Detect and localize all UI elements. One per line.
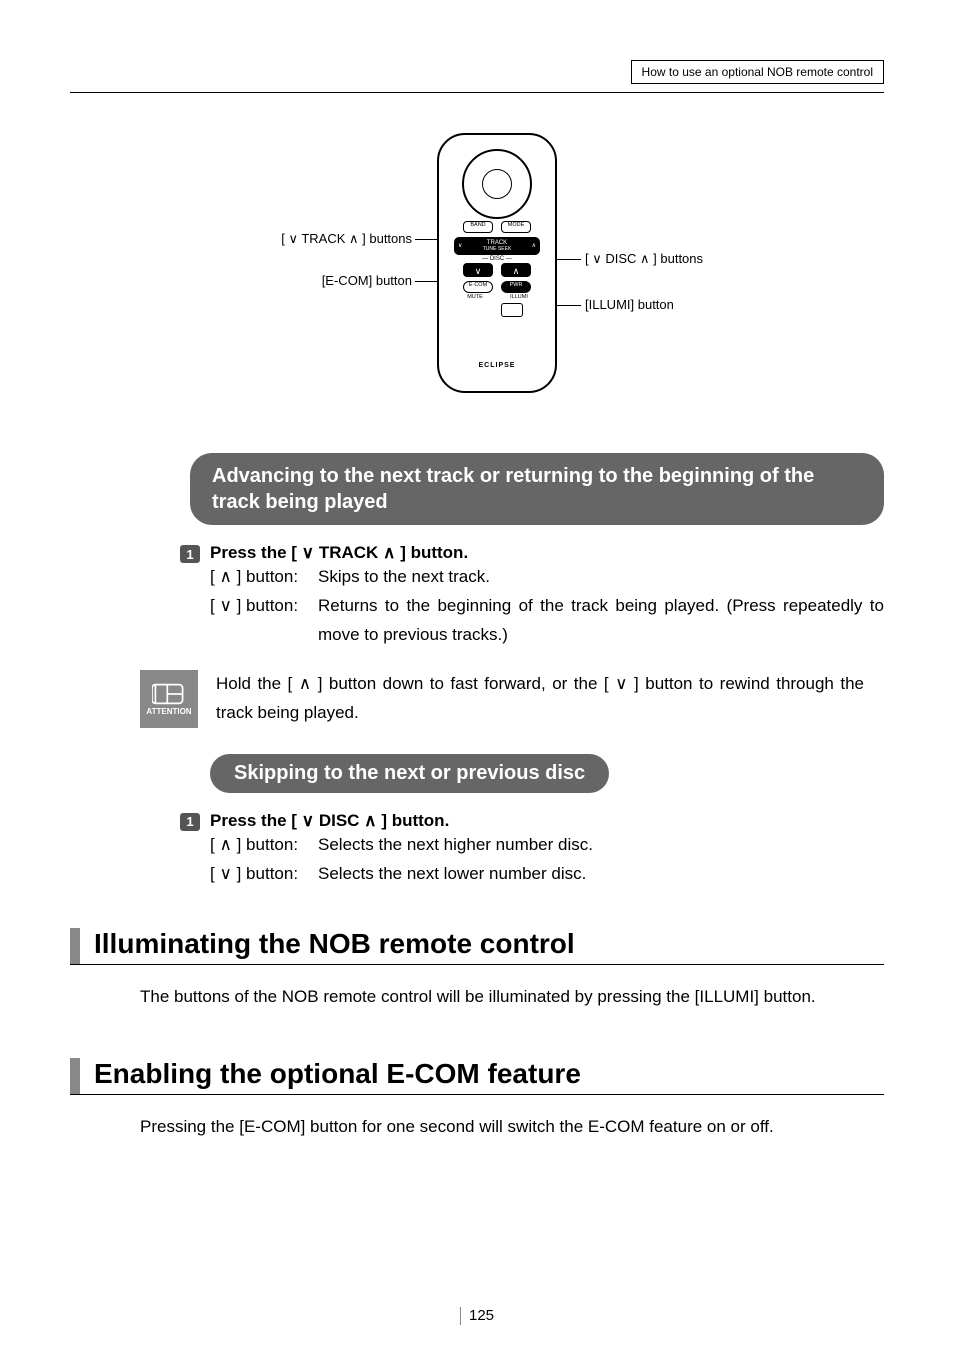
h1b-title: Enabling the optional E-COM feature — [94, 1058, 884, 1094]
attention-text: Hold the [ ∧ ] button down to fast forwa… — [216, 670, 884, 728]
section2-down-text: Selects the next lower number disc. — [318, 860, 884, 889]
section1-up-text: Skips to the next track. — [318, 563, 884, 592]
label-disc-buttons: [ ∨ DISC ∧ ] buttons — [585, 251, 703, 267]
remote-diagram: [ ∨ TRACK ∧ ] buttons [E-COM] button [ ∨… — [177, 133, 777, 413]
h1-illuminating: Illuminating the NOB remote control — [70, 928, 884, 965]
remote-disc-label: — DISC — — [454, 256, 540, 262]
section1-heading: Advancing to the next track or returning… — [190, 453, 884, 525]
section1-step-title: Press the [ ∨ TRACK ∧ ] button. — [210, 543, 468, 563]
section2-step: 1 Press the [ ∨ DISC ∧ ] button. [ ∧ ] b… — [180, 811, 884, 889]
remote-illumi-btn — [501, 303, 523, 317]
section1-down-key: [ ∨ ] button: — [210, 592, 318, 650]
h1-ecom: Enabling the optional E-COM feature — [70, 1058, 884, 1095]
page-number: 125 — [460, 1307, 494, 1325]
section2-up-key: [ ∧ ] button: — [210, 831, 318, 860]
remote-disc-down: ∨ — [463, 263, 493, 277]
h1a-body: The buttons of the NOB remote control wi… — [140, 983, 874, 1012]
label-ecom-button: [E-COM] button — [177, 273, 412, 288]
h1a-title: Illuminating the NOB remote control — [94, 928, 884, 964]
remote-body: BAND MODE ∨ TRACK TUNE·SEEK ∧ — DISC — ∨ — [437, 133, 557, 393]
label-track-buttons: [ ∨ TRACK ∧ ] buttons — [177, 231, 412, 247]
remote-band: BAND — [464, 222, 492, 228]
step-number-icon: 1 — [180, 545, 200, 563]
remote-mute-label: MUTE — [463, 294, 487, 300]
attention-icon: ATTENTION — [140, 670, 198, 728]
remote-pwr: PWR — [502, 282, 530, 288]
section1-down-text: Returns to the beginning of the track be… — [318, 592, 884, 650]
label-illumi-button: [ILLUMI] button — [585, 297, 674, 312]
remote-disc-up: ∧ — [501, 263, 531, 277]
section2-heading: Skipping to the next or previous disc — [210, 754, 609, 793]
header-rule — [70, 92, 884, 93]
attention-block: ATTENTION Hold the [ ∧ ] button down to … — [140, 670, 884, 728]
section2-up-text: Selects the next higher number disc. — [318, 831, 884, 860]
section2-step-title: Press the [ ∨ DISC ∧ ] button. — [210, 811, 449, 831]
remote-brand: ECLIPSE — [439, 362, 555, 369]
remote-mode: MODE — [502, 222, 530, 228]
section1-step: 1 Press the [ ∨ TRACK ∧ ] button. [ ∧ ] … — [180, 543, 884, 650]
section1-up-key: [ ∧ ] button: — [210, 563, 318, 592]
section2-down-key: [ ∨ ] button: — [210, 860, 318, 889]
step-number-icon: 1 — [180, 813, 200, 831]
remote-track-bar: ∨ TRACK TUNE·SEEK ∧ — [454, 237, 540, 255]
h1b-body: Pressing the [E-COM] button for one seco… — [140, 1113, 874, 1142]
remote-ecom: E·COM — [464, 282, 492, 288]
remote-illumi-label: ILLUMI — [507, 294, 531, 300]
breadcrumb: How to use an optional NOB remote contro… — [631, 60, 884, 84]
